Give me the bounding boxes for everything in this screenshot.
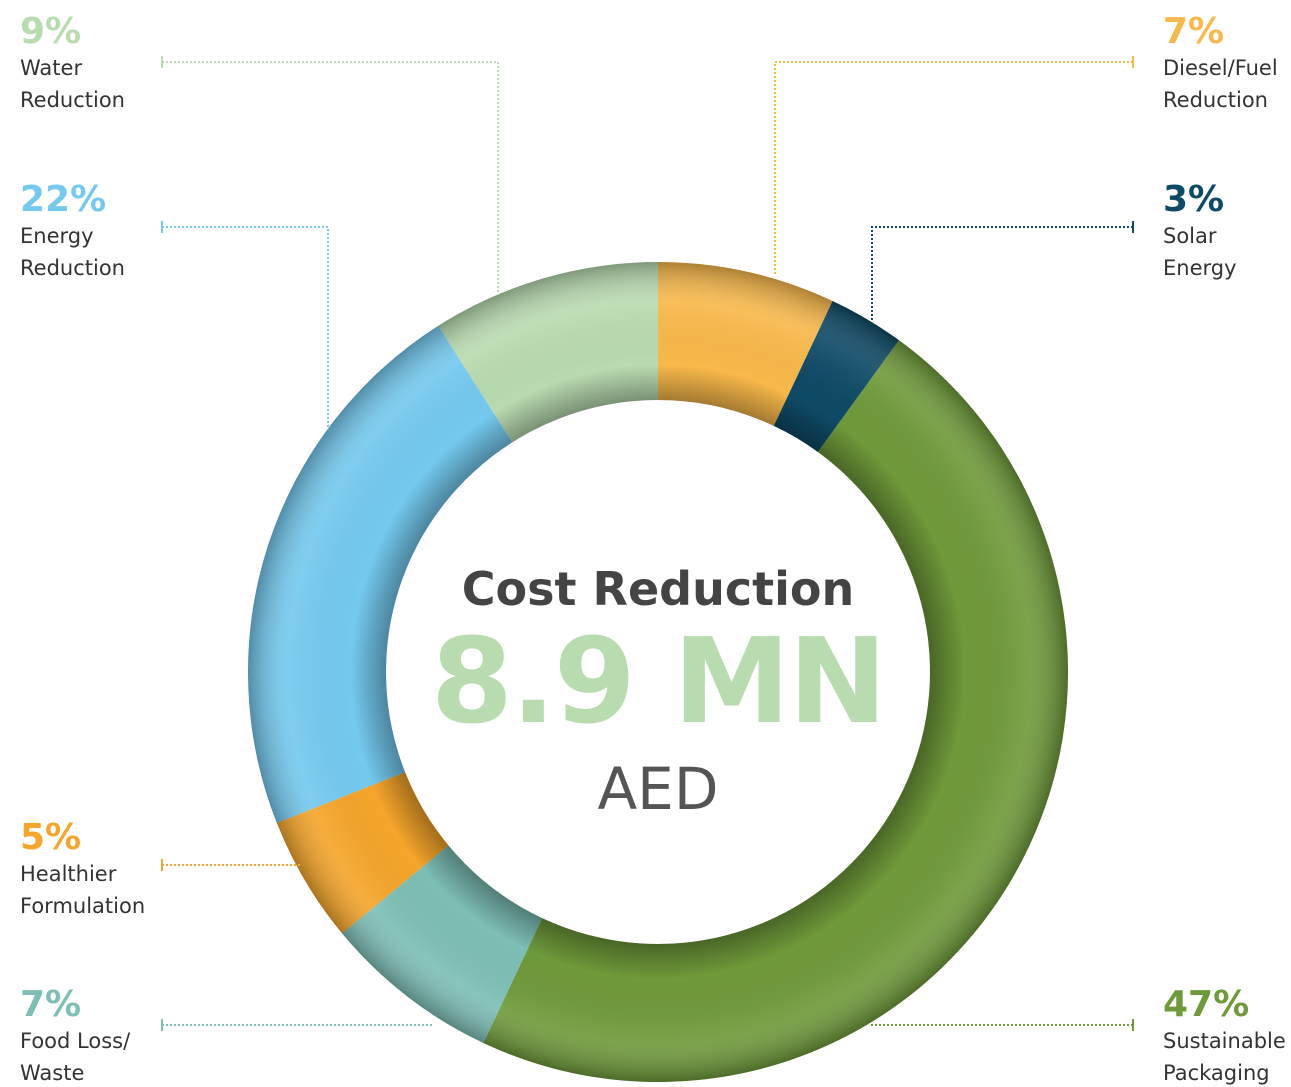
leader-line — [162, 226, 329, 430]
slice-label: 47% Sustainable Packaging — [1163, 985, 1291, 1087]
percent-label: 5% — [20, 817, 82, 858]
slice-label: 7%Food Loss/ Waste Reduction — [20, 985, 150, 1087]
center-unit: AED — [597, 755, 719, 823]
category-label: Food Loss/ Waste Reduction — [20, 1029, 131, 1085]
percent-label: 7% — [20, 984, 82, 1025]
leader-line — [162, 61, 499, 295]
slice-label: 3% Solar Energy — [1163, 180, 1291, 284]
slice-label: 22% Energy Reduction — [20, 180, 150, 284]
leader-line — [774, 61, 1133, 275]
category-label: Healthier Formulation — [20, 862, 146, 918]
category-label: Water Reduction — [20, 56, 125, 112]
leader-line — [871, 226, 1133, 322]
center-title: Cost Reduction — [461, 562, 855, 616]
percent-label: 3% — [1163, 179, 1225, 220]
percent-label: 7% — [1163, 11, 1225, 52]
center-value: 8.9 MN — [430, 612, 887, 750]
category-label: Diesel/Fuel Reduction — [1163, 56, 1278, 112]
percent-label: 47% — [1163, 984, 1250, 1025]
category-label: Solar Energy — [1163, 224, 1237, 280]
slice-label: 9% Water Reduction — [20, 12, 150, 116]
category-label: Sustainable Packaging — [1163, 1029, 1286, 1085]
percent-label: 22% — [20, 179, 107, 220]
percent-label: 9% — [20, 11, 82, 52]
slice-label: 7% Diesel/Fuel Reduction — [1163, 12, 1291, 116]
slice-label: 5% Healthier Formulation — [20, 818, 150, 922]
category-label: Energy Reduction — [20, 224, 125, 280]
